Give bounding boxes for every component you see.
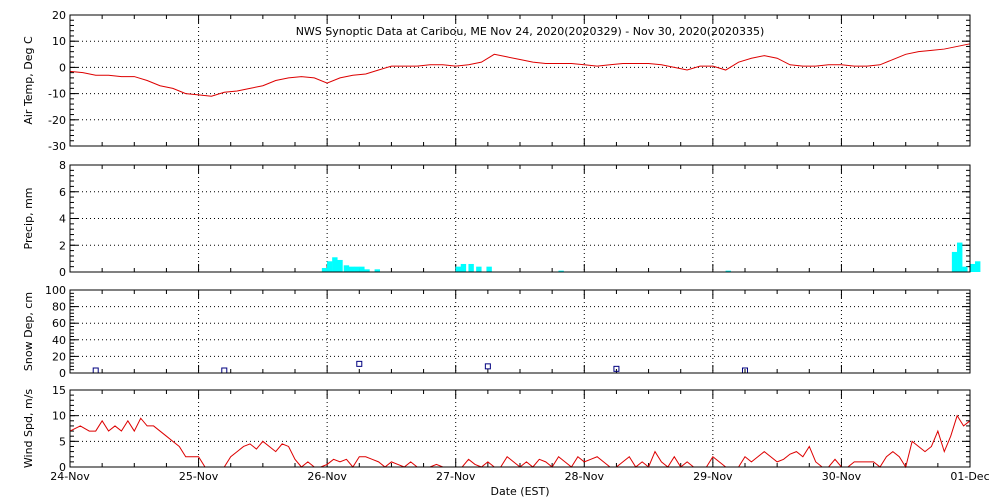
y-tick-label: 15 (52, 384, 66, 397)
y-tick-label: -20 (48, 114, 66, 127)
series-line (69, 43, 971, 97)
y-tick-label: 4 (59, 213, 66, 226)
y-tick-label: 20 (52, 9, 66, 22)
y-tick-label: 20 (52, 350, 66, 363)
y-tick-label: 0 (59, 461, 66, 474)
x-tick-label: 26-Nov (307, 470, 347, 483)
y-tick-label: 80 (52, 301, 66, 314)
x-tick-labels: 24-Nov 25-Nov 26-Nov 27-Nov 28-Nov 29-Nov 30-N… (50, 470, 989, 483)
precip-bar (343, 265, 350, 272)
x-tick-label: 25-Nov (179, 470, 219, 483)
y-tick-label: -30 (48, 140, 66, 153)
y-tick-label: 60 (52, 317, 66, 330)
x-tick-label: 30-Nov (822, 470, 862, 483)
x-axis-label: Date (EST) (490, 485, 549, 498)
y-tick-label: 100 (45, 284, 66, 297)
x-tick-label: 27-Nov (436, 470, 476, 483)
panel-3: 15 10 5 0 Wind Spd, m/s (22, 384, 971, 474)
precip-bar (348, 266, 355, 272)
precip-bar (455, 266, 461, 272)
panel-1: 8 6 4 2 0 Precip, mm (22, 159, 981, 279)
snow-point (92, 367, 99, 374)
precip-bar (486, 266, 492, 272)
panel-frame (69, 289, 971, 374)
x-tick-label: 24-Nov (50, 470, 90, 483)
snow-point (613, 365, 620, 372)
precip-bar (969, 263, 976, 272)
y-tick-label: 10 (52, 410, 66, 423)
snow-point (221, 367, 228, 374)
x-tick-label: 29-Nov (693, 470, 733, 483)
precip-bar (957, 242, 963, 272)
snow-point (356, 360, 363, 367)
panel-frame (69, 14, 971, 147)
precip-bar (725, 270, 731, 272)
precip-bar (476, 266, 482, 272)
precip-bar (364, 269, 370, 272)
precip-bar (460, 263, 467, 272)
precip-bar (951, 251, 958, 272)
precip-bar (468, 263, 474, 272)
precip-bar (321, 267, 328, 272)
precip-bar (962, 266, 968, 272)
y-tick-label: 8 (59, 159, 66, 172)
y-tick-label: 6 (59, 186, 66, 199)
y-tick-label: -10 (48, 88, 66, 101)
panel-0: 20 10 0 -10 -20 -30 Air Temp, Deg C (22, 9, 971, 153)
panel-frame (69, 389, 971, 468)
precip-bar (558, 270, 564, 272)
y-tick-label: 0 (59, 367, 66, 380)
panel-frame (69, 164, 971, 273)
y-tick-label: 2 (59, 239, 66, 252)
y-tick-label: 10 (52, 35, 66, 48)
y-tick-label: 5 (59, 435, 66, 448)
x-tick-label: 28-Nov (565, 470, 605, 483)
chart-title: NWS Synoptic Data at Caribou, ME Nov 24,… (296, 25, 765, 38)
y-tick-label: 0 (59, 61, 66, 74)
precip-bar (337, 259, 343, 272)
y-axis-label: Snow Dep, cm (22, 292, 35, 371)
panel-2: 100 80 60 40 20 0 Snow Dep, cm (22, 284, 971, 380)
precip-bar (374, 269, 380, 272)
y-tick-label: 40 (52, 334, 66, 347)
y-axis-label: Wind Spd, m/s (22, 389, 35, 469)
precip-bar (354, 266, 360, 272)
precip-bar (975, 261, 981, 272)
precip-bar (332, 257, 338, 272)
precip-bar (359, 266, 365, 272)
snow-point (484, 363, 491, 370)
y-tick-label: 0 (59, 266, 66, 279)
y-axis-label: Air Temp, Deg C (22, 36, 35, 125)
x-tick-label: 01-Dec (950, 470, 989, 483)
precip-bar (327, 261, 333, 272)
y-axis-label: Precip, mm (22, 188, 35, 250)
